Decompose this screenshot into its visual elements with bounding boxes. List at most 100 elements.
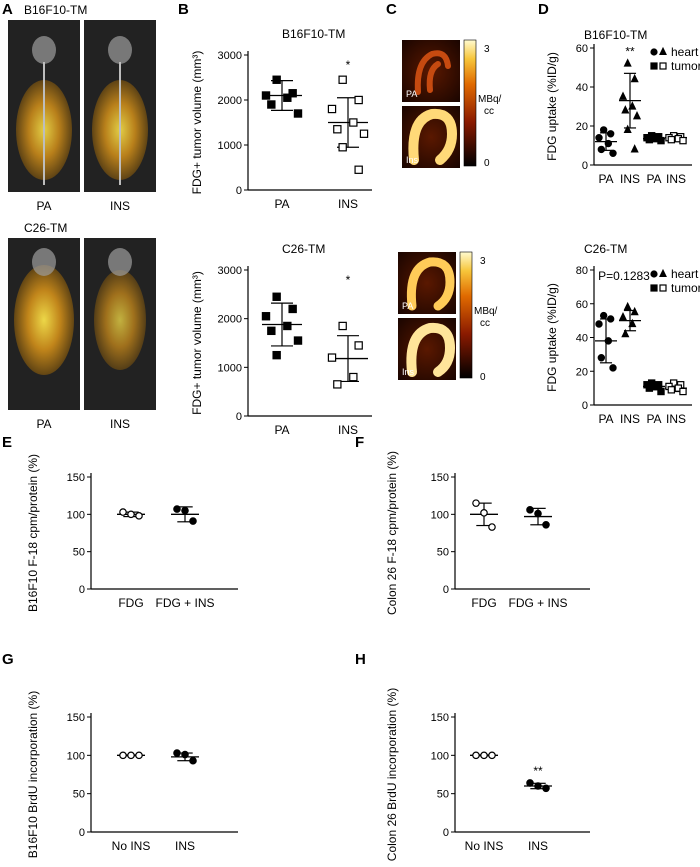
chart-h-point xyxy=(526,779,534,787)
chart-b-bottom-ytick-label: 1000 xyxy=(218,362,242,374)
chart-d-bottom-point xyxy=(652,382,661,391)
chart-h-point xyxy=(534,782,542,790)
chart-d-top-point xyxy=(657,136,665,145)
chart-b-b16f10: 0 1000 2000 3000 PA INS FDG+ tumor volume (mm³… xyxy=(190,27,372,211)
chart-h-ytick-label: 100 xyxy=(431,750,449,762)
chart-b-bottom-ytick-label: 0 xyxy=(236,411,242,423)
chart-b-bottom-point xyxy=(267,326,276,336)
chart-d-b16f10: 0 20 40 60 PA INS PA INS FDG uptake (%ID/g) B16F1… xyxy=(545,28,700,186)
chart-b-top-point xyxy=(354,95,363,105)
chart-b-top-category-label: INS xyxy=(338,197,358,211)
chart-d-top-category-label: PA xyxy=(598,172,613,186)
chart-d-top-point xyxy=(630,73,639,83)
heart-b16-pa-label: PA xyxy=(406,89,417,99)
chart-h-category-label: INS xyxy=(528,839,548,853)
chart-b-top-point xyxy=(288,89,297,98)
chart-d-bottom-category-label: PA xyxy=(646,412,661,426)
chart-b-top-point xyxy=(338,75,347,84)
chart-d-bottom-point xyxy=(667,386,676,394)
chart-e: 0 50 100 150 FDG FDG + INS B16F10 F-18 cpm/pro… xyxy=(26,454,238,612)
chart-d-top-category-label: INS xyxy=(620,172,640,186)
chart-d-top-point xyxy=(609,149,617,157)
chart-d-top-point xyxy=(606,130,615,138)
chart-b-bottom-point xyxy=(327,353,337,362)
chart-d-bottom-point xyxy=(679,387,687,396)
chart-d-top-point xyxy=(599,126,608,134)
chart-d-bottom-ytick-label: 40 xyxy=(576,333,588,345)
chart-d-top-point xyxy=(667,135,676,144)
chart-h-category-label: No INS xyxy=(465,839,504,853)
panel-a-bottom-label-pa: PA xyxy=(36,417,51,431)
chart-h-ytick-label: 0 xyxy=(443,827,449,839)
chart-e-point xyxy=(135,512,143,520)
chart-f-point xyxy=(488,523,496,531)
chart-d-top-point xyxy=(645,135,654,144)
chart-d-top-legend-marker xyxy=(650,48,658,56)
chart-f-ytick-label: 0 xyxy=(443,584,449,596)
chart-d-bottom-point xyxy=(623,301,632,311)
panel-c-images: PA Ins 3 MBq/ cc 0 PA Ins 3 MBq/ cc 0 xyxy=(398,39,502,383)
chart-b-top-ytick-label: 3000 xyxy=(218,50,242,62)
chart-g-ytick-label: 150 xyxy=(67,712,85,724)
chart-d-bottom-ytick-label: 60 xyxy=(576,299,588,311)
chart-d-top-title: B16F10-TM xyxy=(584,28,647,42)
chart-d-bottom-point xyxy=(618,311,628,321)
chart-e-category-label: FDG xyxy=(118,596,143,610)
panel-a-images: B16F10-TM PA INS C26-TM PA INS xyxy=(8,3,156,431)
chart-f-point xyxy=(526,506,534,514)
chart-e-point xyxy=(173,505,181,513)
chart-b-bottom-point xyxy=(283,321,292,331)
chart-b-top-point xyxy=(338,143,347,152)
chart-b-bottom-ytick-label: 2000 xyxy=(218,314,242,326)
chart-g-category-label: INS xyxy=(175,839,195,853)
panel-a-top-title: B16F10-TM xyxy=(24,3,87,17)
chart-h-ytick-label: 50 xyxy=(437,789,449,801)
chart-f-point xyxy=(480,509,488,517)
chart-f-ytick-label: 50 xyxy=(437,547,449,559)
panel-a-top-label-pa: PA xyxy=(36,199,51,213)
chart-f-y-label: Colon 26 F-18 cpm/protein (%) xyxy=(385,451,399,615)
chart-d-bottom-point xyxy=(621,328,630,338)
chart-b-bottom-point xyxy=(349,372,358,382)
chart-b-top-point xyxy=(283,93,292,102)
chart-g-point xyxy=(173,749,181,757)
chart-d-top-point xyxy=(623,124,632,133)
chart-b-bottom-title: C26-TM xyxy=(282,242,325,256)
chart-f-category-label: FDG xyxy=(471,596,496,610)
chart-b-bottom-point xyxy=(333,380,342,389)
chart-d-top-ytick-label: 20 xyxy=(576,121,588,133)
chart-f-point xyxy=(534,509,542,518)
chart-b-top-point xyxy=(272,75,281,84)
chart-b-top-ytick-label: 1000 xyxy=(218,140,242,152)
chart-d-bottom-ytick-label: 0 xyxy=(582,400,588,412)
chart-d-bottom-y-label: FDG uptake (%ID/g) xyxy=(545,283,559,392)
chart-d-bottom-point xyxy=(609,364,617,372)
chart-b-top-point xyxy=(359,129,369,138)
chart-d-bottom-point xyxy=(595,320,603,328)
chart-b-top-ytick-label: 2000 xyxy=(218,95,242,107)
chart-d-bottom-point xyxy=(657,387,665,396)
chart-b-bottom-point xyxy=(272,350,281,360)
chart-h-annotation: ** xyxy=(533,764,543,778)
chart-d-bottom-point xyxy=(628,318,637,328)
chart-d-bottom-point xyxy=(645,384,654,392)
chart-b-bottom-point xyxy=(293,336,303,345)
chart-b-top-point xyxy=(261,91,271,100)
chart-d-bottom-legend-marker xyxy=(659,268,667,277)
chart-d-top-legend-marker xyxy=(659,46,667,56)
chart-d-top-point xyxy=(623,58,632,67)
chart-d-bottom-title: C26-TM xyxy=(584,242,627,256)
mbq-scale-bottom-unit-1: MBq/ xyxy=(474,306,498,317)
panel-label-f: F xyxy=(355,434,364,451)
chart-b-top-point xyxy=(267,100,276,109)
chart-b-bottom-y-label: FDG+ tumor volume (mm³) xyxy=(190,271,204,415)
chart-d-bottom-category-label: INS xyxy=(666,412,686,426)
chart-g-category-label: No INS xyxy=(112,839,151,853)
chart-d-top-ytick-label: 60 xyxy=(576,43,588,55)
panel-label-c: C xyxy=(386,1,397,18)
chart-b-c26: 0 1000 2000 3000 PA INS FDG+ tumor volume (mm³… xyxy=(190,242,372,437)
chart-b-bottom-point xyxy=(288,304,297,314)
panel-label-b: B xyxy=(178,1,189,18)
chart-h-point xyxy=(480,751,488,760)
chart-b-bottom-point xyxy=(354,341,363,350)
